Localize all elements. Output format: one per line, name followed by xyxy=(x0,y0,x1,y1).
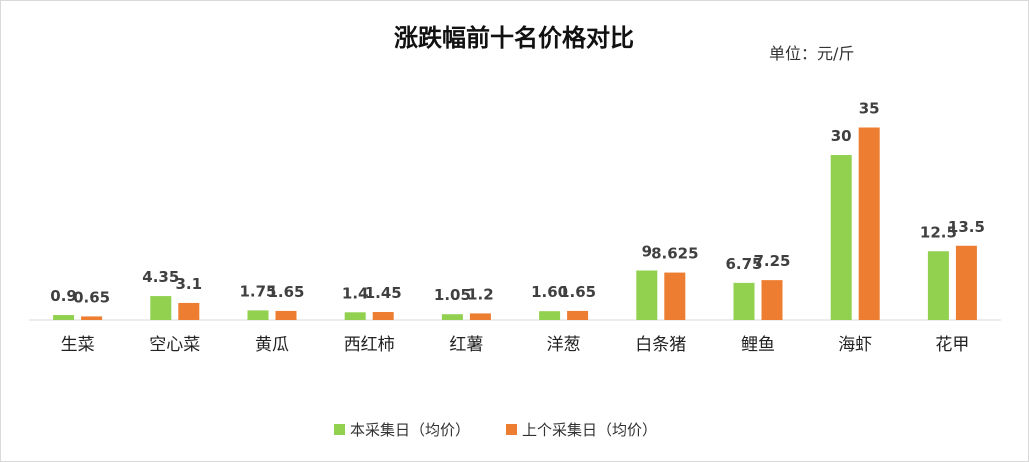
bar-current-6 xyxy=(636,270,658,320)
category-label-6: 白条猪 xyxy=(635,335,686,355)
bar-previous-9 xyxy=(955,245,977,320)
bar-current-1 xyxy=(150,296,172,320)
data-label-current-2: 1.75 xyxy=(239,282,276,300)
bar-current-9 xyxy=(927,251,949,320)
data-label-current-1: 4.35 xyxy=(142,268,179,286)
unit-label: 单位：元/斤 xyxy=(769,44,854,63)
data-label-current-8: 30 xyxy=(831,127,852,145)
category-label-9: 花甲 xyxy=(935,335,969,355)
category-label-2: 黄瓜 xyxy=(255,335,289,355)
data-label-current-7: 6.75 xyxy=(725,255,762,273)
legend-label-current: 本采集日（均价） xyxy=(350,421,470,439)
bar-previous-0 xyxy=(81,316,103,320)
bar-current-7 xyxy=(733,282,755,320)
data-label-previous-7: 7.25 xyxy=(753,252,790,270)
bar-previous-2 xyxy=(275,310,297,320)
bar-previous-8 xyxy=(858,127,880,320)
data-label-previous-2: 1.65 xyxy=(267,283,304,301)
data-label-previous-3: 1.45 xyxy=(365,284,402,302)
chart-title: 涨跌幅前十名价格对比 xyxy=(394,24,634,52)
bar-previous-3 xyxy=(372,312,394,320)
bar-current-8 xyxy=(830,155,852,320)
data-label-previous-1: 3.1 xyxy=(176,275,203,293)
legend-swatch-current xyxy=(334,424,345,435)
category-label-4: 红薯 xyxy=(449,335,483,355)
data-label-current-3: 1.4 xyxy=(342,284,369,302)
bar-current-4 xyxy=(441,314,463,320)
bar-current-3 xyxy=(344,312,366,320)
legend-label-previous: 上个采集日（均价） xyxy=(522,421,657,439)
data-label-previous-4: 1.2 xyxy=(467,285,494,303)
data-labels-layer: 0.90.654.353.1 1.751.65 1.41.45 1.051.2 1.60… xyxy=(50,100,985,307)
legend-swatch-previous xyxy=(506,424,517,435)
data-label-previous-8: 35 xyxy=(859,100,880,118)
category-label-0: 生菜 xyxy=(61,335,95,355)
bar-previous-5 xyxy=(567,310,589,320)
data-label-current-6: 9 xyxy=(642,243,652,261)
bars-layer xyxy=(53,127,977,320)
data-label-previous-0: 0.65 xyxy=(73,288,110,306)
category-label-7: 鲤鱼 xyxy=(741,335,775,355)
category-label-8: 海虾 xyxy=(838,335,872,355)
bar-current-0 xyxy=(53,315,75,320)
data-label-current-4: 1.05 xyxy=(434,286,471,304)
category-labels-layer: 生菜 空心菜 黄瓜 西红柿 红薯 洋葱 白条猪 鲤鱼 海虾 花甲 xyxy=(61,335,970,355)
bar-previous-4 xyxy=(469,313,491,320)
category-label-5: 洋葱 xyxy=(547,335,581,355)
data-label-current-9: 12.5 xyxy=(920,223,957,241)
bar-previous-6 xyxy=(664,272,686,320)
bar-previous-7 xyxy=(761,280,783,320)
legend: 本采集日（均价） 上个采集日（均价） xyxy=(334,421,657,439)
data-label-current-5: 1.60 xyxy=(531,283,568,301)
data-label-previous-9: 13.5 xyxy=(948,218,985,236)
bar-current-2 xyxy=(247,310,269,320)
data-label-current-0: 0.9 xyxy=(50,287,77,305)
category-label-3: 西红柿 xyxy=(344,335,395,355)
data-label-previous-6: 8.625 xyxy=(651,245,698,263)
bar-previous-1 xyxy=(178,302,200,320)
bar-current-5 xyxy=(539,311,561,320)
category-label-1: 空心菜 xyxy=(149,335,200,355)
data-label-previous-5: 1.65 xyxy=(559,283,596,301)
